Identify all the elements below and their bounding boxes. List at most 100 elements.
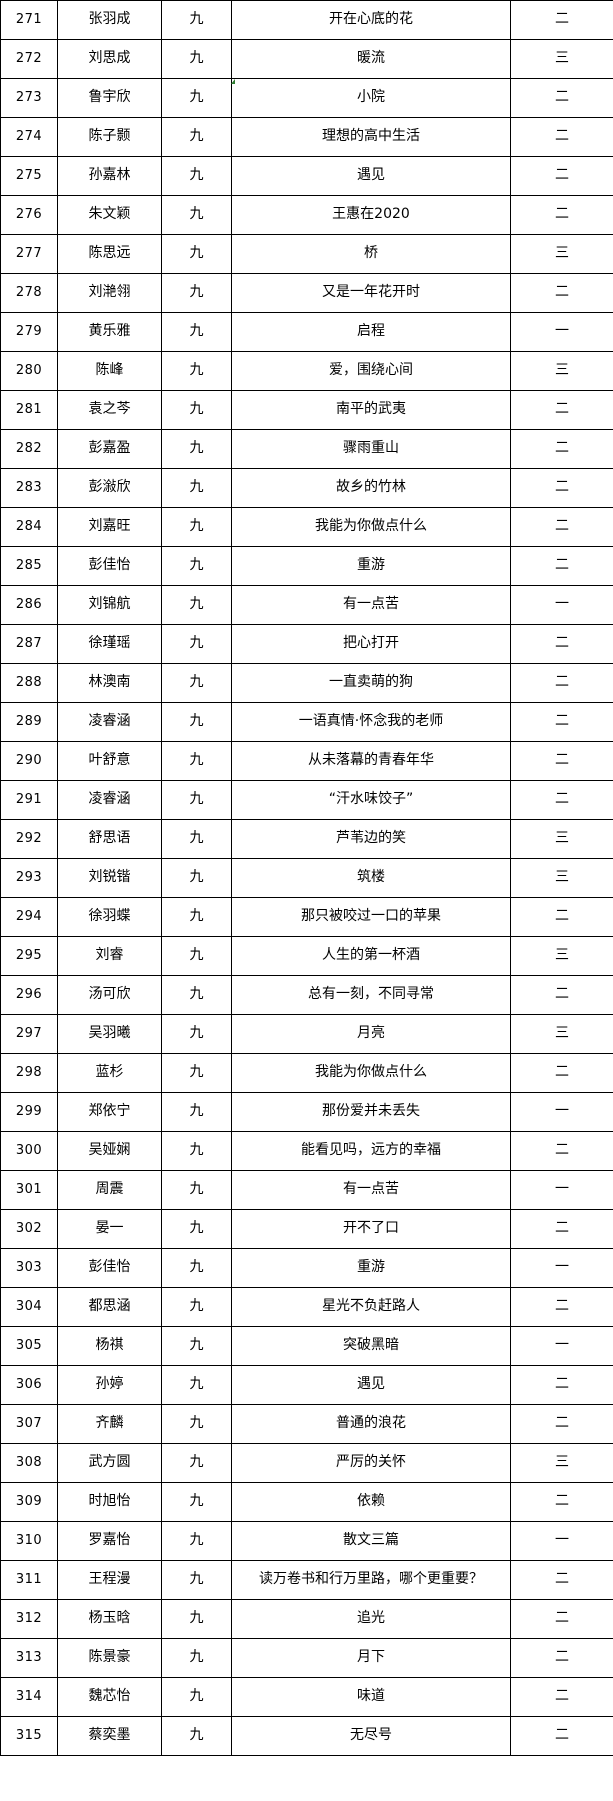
cell-title: 我能为你做点什么 — [231, 1053, 511, 1093]
cell-grade: 九 — [161, 936, 232, 976]
cell-seq: 291 — [0, 780, 58, 820]
cell-seq: 311 — [0, 1560, 58, 1600]
cell-grade: 九 — [161, 117, 232, 157]
cell-title: 一语真情·怀念我的老师 — [231, 702, 511, 742]
cell-grade: 九 — [161, 312, 232, 352]
cell-award: 三 — [510, 351, 613, 391]
table-row: 306 孙婷九遇见二 — [0, 1365, 613, 1405]
table-row: 271 张羽成九开在心底的花二 — [0, 0, 613, 40]
cell-seq: 315 — [0, 1716, 58, 1756]
cell-seq: 286 — [0, 585, 58, 625]
table-row: 292 舒思语九芦苇边的笑三 — [0, 819, 613, 859]
cell-grade: 九 — [161, 663, 232, 703]
table-row: 303 彭佳怡九重游一 — [0, 1248, 613, 1288]
cell-award: 二 — [510, 1482, 613, 1522]
table-row: 272 刘思成九暖流三 — [0, 39, 613, 79]
cell-name: 张羽成 — [57, 0, 162, 40]
cell-title: 月亮 — [231, 1014, 511, 1054]
cell-title: “汗水味饺子” — [231, 780, 511, 820]
cell-grade: 九 — [161, 468, 232, 508]
cell-seq: 299 — [0, 1092, 58, 1132]
cell-name: 吴娅娴 — [57, 1131, 162, 1171]
cell-title: 依赖 — [231, 1482, 511, 1522]
cell-seq: 303 — [0, 1248, 58, 1288]
cell-grade: 九 — [161, 1638, 232, 1678]
cell-name: 魏芯怡 — [57, 1677, 162, 1717]
cell-award: 二 — [510, 741, 613, 781]
table-row: 311 王程漫九读万卷书和行万里路，哪个更重要？二 — [0, 1560, 613, 1600]
cell-seq: 296 — [0, 975, 58, 1015]
cell-seq: 305 — [0, 1326, 58, 1366]
cell-award: 二 — [510, 1638, 613, 1678]
cell-grade: 九 — [161, 1326, 232, 1366]
cell-name: 黄乐雅 — [57, 312, 162, 352]
cell-name: 舒思语 — [57, 819, 162, 859]
cell-award: 二 — [510, 195, 613, 235]
cell-seq: 292 — [0, 819, 58, 859]
cell-grade: 九 — [161, 429, 232, 469]
cell-title: 桥 — [231, 234, 511, 274]
cell-award: 二 — [510, 624, 613, 664]
cell-seq: 298 — [0, 1053, 58, 1093]
cell-grade: 九 — [161, 1131, 232, 1171]
cell-name: 徐羽蝶 — [57, 897, 162, 937]
cell-grade: 九 — [161, 858, 232, 898]
table-row: 310 罗嘉怡九散文三篇一 — [0, 1521, 613, 1561]
cell-title: 芦苇边的笑 — [231, 819, 511, 859]
cell-seq: 306 — [0, 1365, 58, 1405]
cell-award: 二 — [510, 273, 613, 313]
cell-grade: 九 — [161, 195, 232, 235]
table-row: 273 鲁宇欣九小院二 — [0, 78, 613, 118]
cell-award: 二 — [510, 429, 613, 469]
cell-name: 王程漫 — [57, 1560, 162, 1600]
cell-grade: 九 — [161, 585, 232, 625]
cell-award: 二 — [510, 1716, 613, 1756]
table-row: 302 晏一九开不了口二 — [0, 1209, 613, 1249]
cell-grade: 九 — [161, 390, 232, 430]
cell-grade: 九 — [161, 1404, 232, 1444]
table-row: 315 蔡奕墨九无尽号二 — [0, 1716, 613, 1756]
cell-grade: 九 — [161, 1248, 232, 1288]
cell-title: 能看见吗，远方的幸福 — [231, 1131, 511, 1171]
table-row: 298 蓝杉九我能为你做点什么二 — [0, 1053, 613, 1093]
cell-award: 二 — [510, 0, 613, 40]
table-row: 304 都思涵九星光不负赶路人二 — [0, 1287, 613, 1327]
cell-seq: 285 — [0, 546, 58, 586]
cell-name: 叶舒意 — [57, 741, 162, 781]
cell-name: 郑依宁 — [57, 1092, 162, 1132]
cell-grade: 九 — [161, 1560, 232, 1600]
cell-name: 周震 — [57, 1170, 162, 1210]
cell-name: 孙婷 — [57, 1365, 162, 1405]
cell-name: 蓝杉 — [57, 1053, 162, 1093]
cell-seq: 289 — [0, 702, 58, 742]
cell-name: 凌睿涵 — [57, 702, 162, 742]
table-row: 312 杨玉晗九追光二 — [0, 1599, 613, 1639]
cell-grade: 九 — [161, 975, 232, 1015]
cell-grade: 九 — [161, 1443, 232, 1483]
cell-seq: 273 — [0, 78, 58, 118]
table-row: 295 刘睿九人生的第一杯酒三 — [0, 936, 613, 976]
cell-grade: 九 — [161, 1170, 232, 1210]
table-row: 285 彭佳怡九重游二 — [0, 546, 613, 586]
cell-title: 开在心底的花 — [231, 0, 511, 40]
cell-award: 二 — [510, 507, 613, 547]
cell-name: 袁之芩 — [57, 390, 162, 430]
cell-seq: 282 — [0, 429, 58, 469]
table-row: 291 凌睿涵九 “汗水味饺子” 二 — [0, 780, 613, 820]
cell-grade: 九 — [161, 156, 232, 196]
cell-award: 一 — [510, 1170, 613, 1210]
entry-table-body: 271 张羽成九开在心底的花二 272 刘思成九暖流三 273 鲁宇欣九小院二 274 陈子颢… — [0, 0, 613, 1756]
table-row: 284 刘嘉旺九我能为你做点什么二 — [0, 507, 613, 547]
table-row: 274 陈子颢九理想的高中生活二 — [0, 117, 613, 157]
cell-grade: 九 — [161, 702, 232, 742]
cell-name: 林澳南 — [57, 663, 162, 703]
cell-grade: 九 — [161, 1599, 232, 1639]
table-row: 290 叶舒意九从未落幕的青春年华二 — [0, 741, 613, 781]
cell-name: 蔡奕墨 — [57, 1716, 162, 1756]
cell-name: 陈子颢 — [57, 117, 162, 157]
cell-name: 杨祺 — [57, 1326, 162, 1366]
cell-award: 一 — [510, 1326, 613, 1366]
cell-seq: 278 — [0, 273, 58, 313]
cell-grade: 九 — [161, 273, 232, 313]
